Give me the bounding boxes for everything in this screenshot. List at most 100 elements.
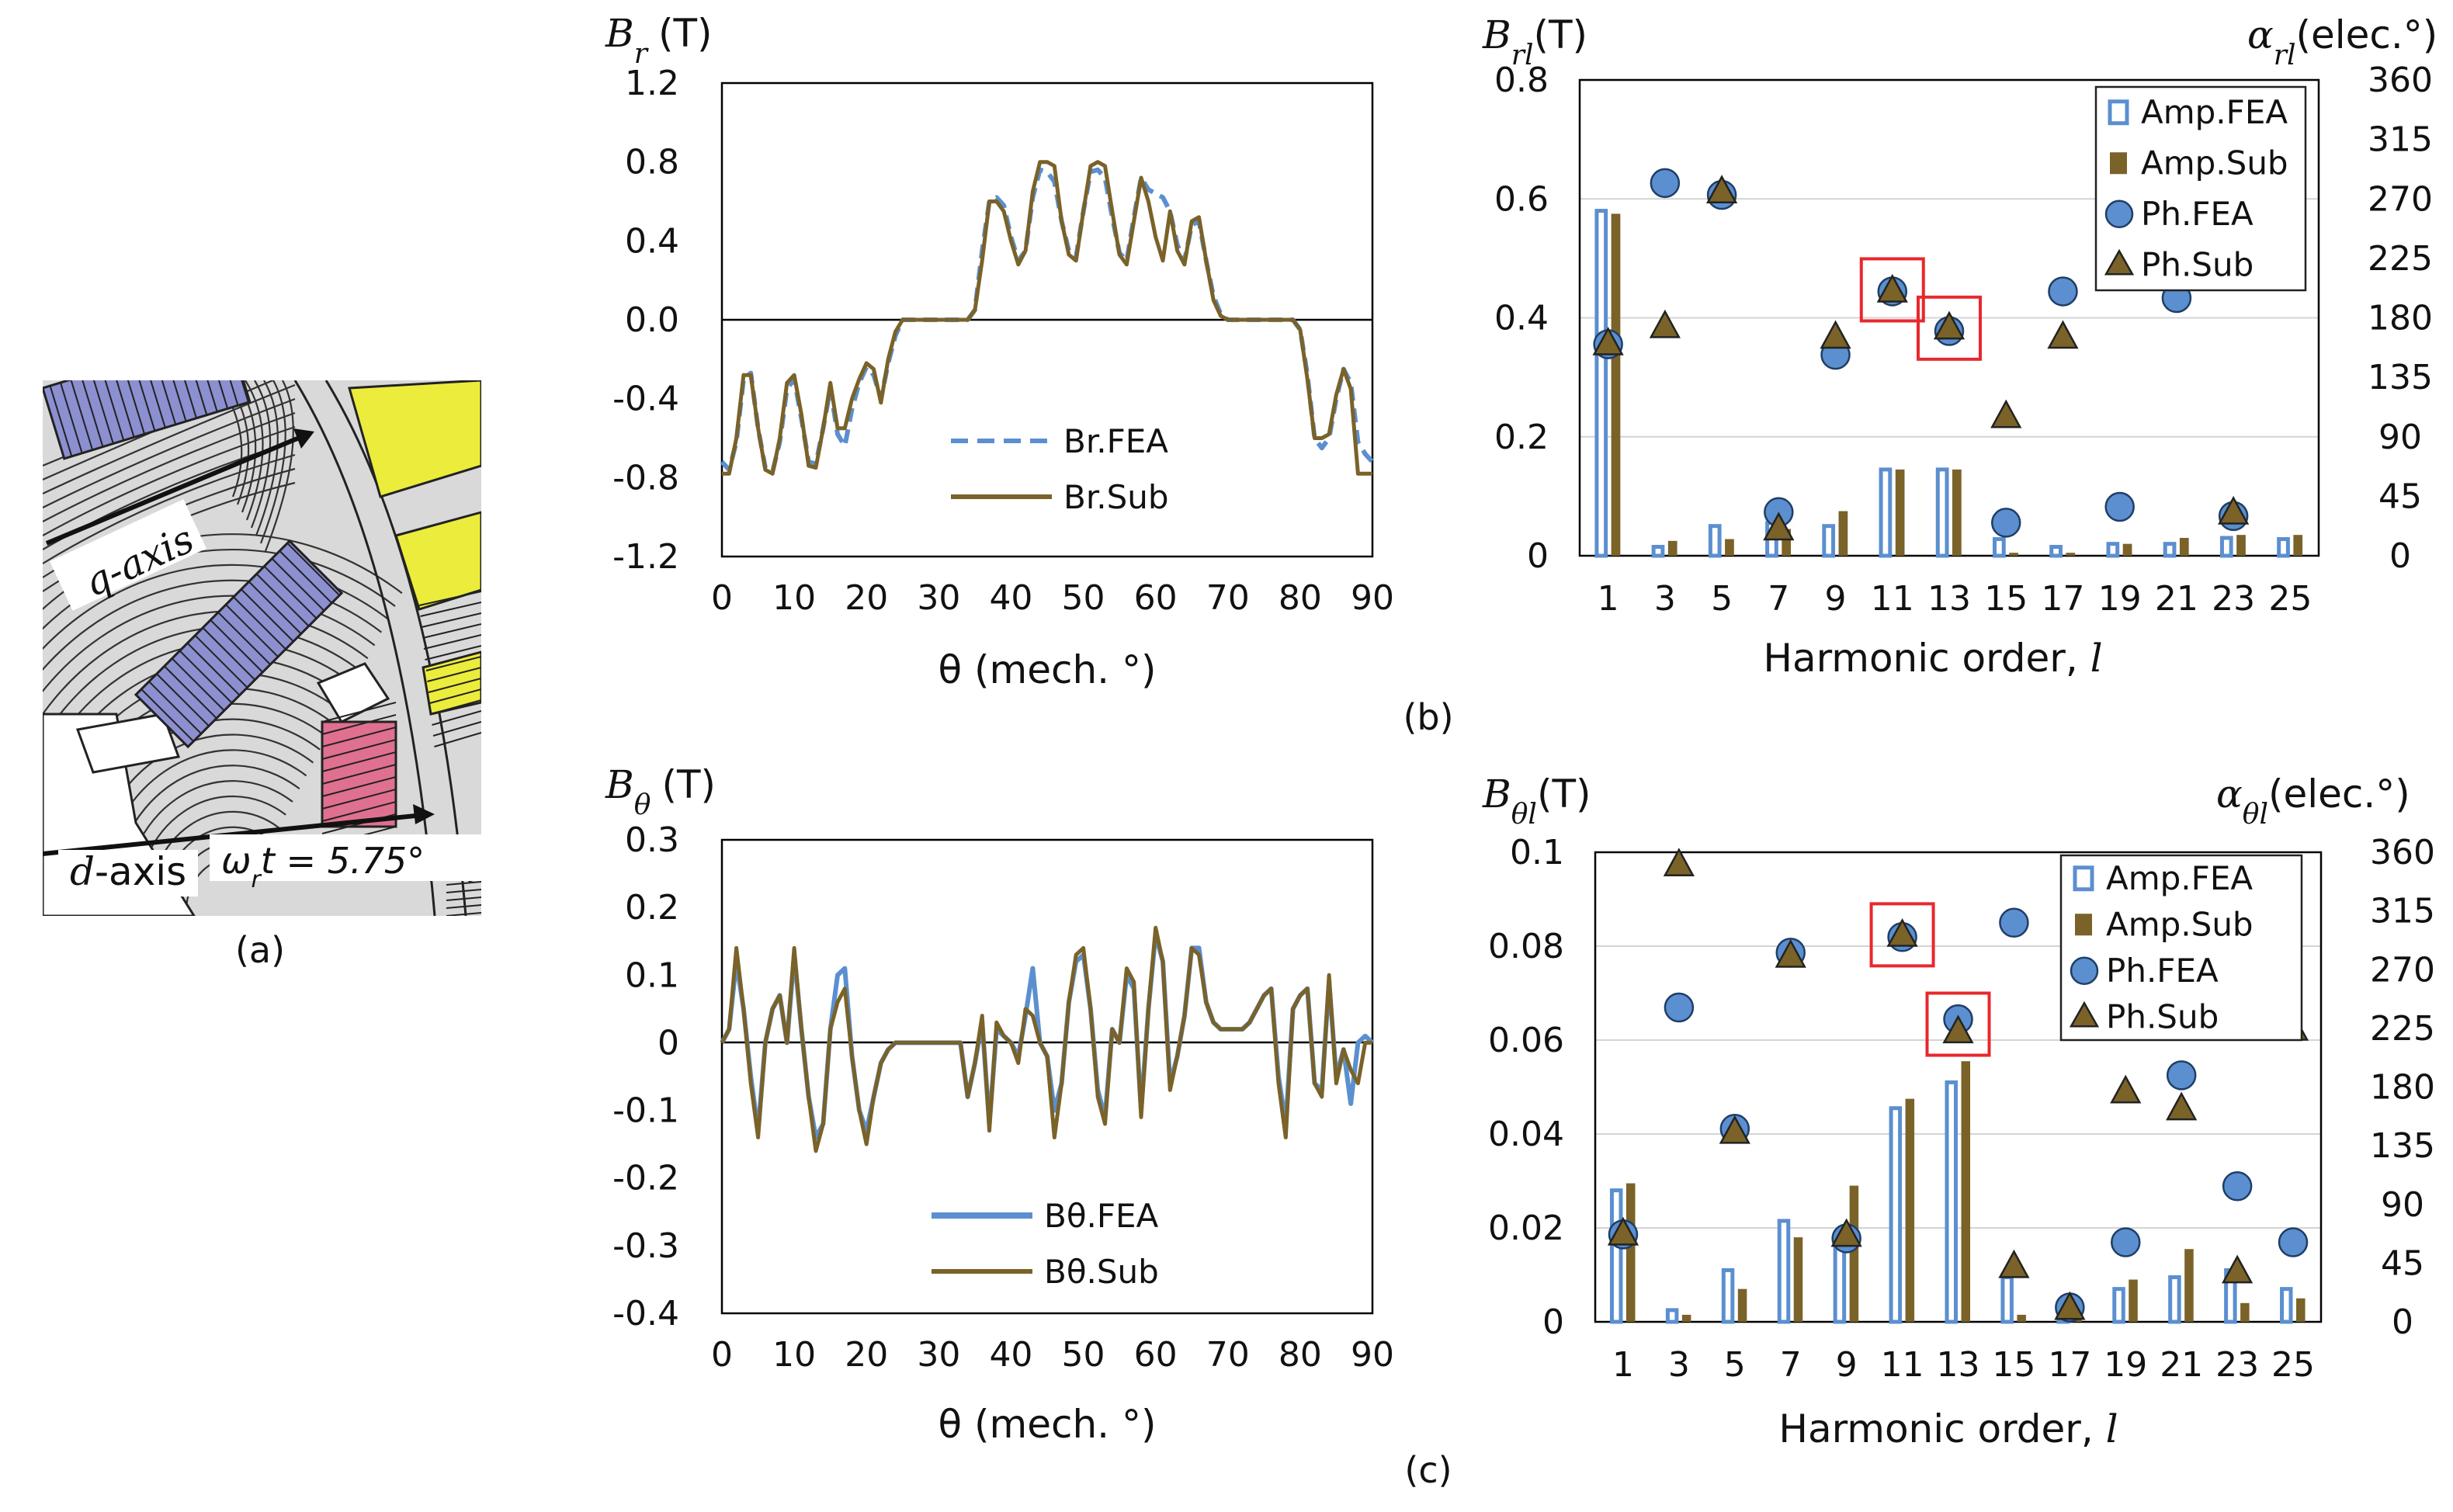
- bar-amp-sub: [1782, 529, 1792, 556]
- q-axis-arrowhead: [293, 428, 314, 449]
- br-harm-y2label: αrl(elec.°): [2247, 12, 2437, 71]
- ytick-label: 0.08: [1488, 927, 1564, 966]
- xtick-label: 7: [1768, 579, 1789, 619]
- marker-ph-sub: [1933, 310, 1966, 340]
- y2tick-label: 270: [2370, 950, 2435, 990]
- br-wave-xticks: 0 10 20 30 40 50 60 70 80 90: [711, 578, 1394, 618]
- marker-ph-sub: [1876, 273, 1908, 303]
- br-harm-plot-area: [1578, 78, 2320, 557]
- bar-amp-sub: [2236, 535, 2246, 556]
- xtick-label: 10: [772, 578, 816, 618]
- ytick-label: 1.2: [625, 64, 679, 103]
- bt-wave-legend: Bθ.FEA Bθ.Sub: [932, 1197, 1159, 1291]
- flux-barrier: [75, 713, 181, 774]
- bt-wave-ylabel: Bθ (T): [605, 762, 716, 821]
- xtick-label: 11: [1881, 1345, 1924, 1385]
- br-harm-xlabel: Harmonic order, l: [1763, 636, 2102, 681]
- legend-box: [2094, 85, 2307, 292]
- br-harm-ylabel: Brl(T): [1482, 12, 1587, 71]
- xtick-label: 25: [2268, 579, 2312, 619]
- xtick-label: 13: [1937, 1345, 1980, 1385]
- bar-amp-fea: [1721, 1268, 1735, 1324]
- bar-amp-sub: [2179, 538, 2189, 556]
- br-harm-bars: [1594, 209, 2303, 558]
- xtick-label: 30: [917, 1335, 960, 1375]
- btheta-waveform-chart: Bθ (T) 0.3 0.2 0.1 0 -0.1 -0.2 -0.3 -0.4 0 10 20 30…: [605, 762, 1394, 1447]
- bar-amp-fea: [1594, 209, 1608, 558]
- marker-ph-fea: [1990, 508, 2021, 538]
- bt-wave-series: [720, 925, 1375, 1153]
- legend-swatch-ph-fea: [2070, 956, 2099, 985]
- pole-piece: [321, 702, 397, 847]
- xtick-label: 17: [2041, 579, 2084, 619]
- magnet-center: [134, 539, 344, 749]
- marker-ph-sub: [1990, 399, 2022, 428]
- ytick-label: 0: [1527, 536, 1549, 576]
- bt-harm-yticks: 0.1 0.08 0.06 0.04 0.02 0: [1488, 833, 1564, 1342]
- bar-amp-fea: [2112, 1287, 2125, 1324]
- bar-amp-sub: [1611, 213, 1621, 556]
- legend-label: Ph.Sub: [2106, 997, 2219, 1035]
- marker-ph-sub: [2054, 1291, 2086, 1320]
- bt-harm-highlights: [1869, 902, 1991, 1057]
- marker-ph-fea: [2111, 1227, 2141, 1257]
- highlight-box: [1917, 295, 1982, 361]
- marker-ph-sub: [2047, 320, 2079, 349]
- marker-ph-sub: [1775, 938, 1806, 968]
- highlight-box: [1859, 257, 1925, 323]
- sub-line: [722, 160, 1372, 476]
- coil: [348, 380, 481, 498]
- marker-ph-fea: [2278, 1227, 2309, 1257]
- bar-amp-sub: [2296, 1298, 2306, 1322]
- br-harm-highlights: [1859, 257, 1982, 361]
- xtick-label: 60: [1134, 1335, 1178, 1375]
- q-axis-label-bg: [50, 499, 206, 611]
- bar-amp-fea: [1935, 467, 1949, 558]
- legend-label: Amp.FEA: [2141, 93, 2288, 131]
- bar-amp-sub: [1667, 540, 1678, 556]
- marker-ph-sub: [1886, 917, 1918, 947]
- ytick-label: 0.6: [1494, 179, 1549, 219]
- br-harmonics-chart: Brl(T) αrl(elec.°) 0.80.60.40.20 3603152…: [1482, 12, 2437, 681]
- marker-ph-fea: [2166, 1060, 2197, 1091]
- bt-wave-xlabel: θ (mech. °): [939, 1402, 1157, 1447]
- marker-ph-fea: [1664, 992, 1695, 1023]
- bar-amp-sub: [1838, 511, 1848, 556]
- bar-amp-fea: [2000, 1275, 2014, 1324]
- marker-ph-sub: [1705, 175, 1738, 203]
- legend-label-bt-fea: Bθ.FEA: [1044, 1197, 1159, 1235]
- xtick-label: 90: [1351, 578, 1394, 618]
- marker-ph-sub: [1942, 1014, 1974, 1044]
- xtick-label: 70: [1206, 578, 1250, 618]
- ytick-label: 0.1: [625, 955, 679, 995]
- stator-slot-lines: [418, 591, 481, 916]
- y2tick-label: 315: [2368, 120, 2433, 160]
- marker-ph-sub: [2110, 1074, 2142, 1104]
- ytick-label: 0: [657, 1023, 679, 1063]
- bar-amp-fea: [1665, 1308, 1679, 1324]
- y2tick-label: 180: [2368, 299, 2433, 338]
- marker-ph-sub: [2166, 1091, 2198, 1121]
- bar-amp-sub: [1849, 1185, 1859, 1322]
- br-wave-series: [720, 160, 1375, 476]
- ytick-label: -1.2: [612, 537, 679, 577]
- ytick-label: -0.8: [612, 458, 679, 498]
- xtick-label: 9: [1825, 579, 1847, 619]
- xtick-label: 21: [2160, 1345, 2203, 1385]
- coil: [394, 511, 481, 611]
- rotation-label-bg: [210, 834, 481, 881]
- legend-swatch-ph-sub: [2069, 1000, 2100, 1028]
- xtick-label: 23: [2212, 579, 2255, 619]
- xtick-label: 20: [845, 1335, 888, 1375]
- bar-amp-sub: [2184, 1249, 2194, 1322]
- marker-ph-sub: [2218, 495, 2250, 525]
- d-axis-label-bg: [58, 850, 198, 896]
- xtick-label: 3: [1668, 1345, 1690, 1385]
- xtick-label: 5: [1724, 1345, 1746, 1385]
- y2tick-label: 90: [2378, 418, 2422, 457]
- bar-amp-sub: [2066, 553, 2076, 556]
- bt-wave-yticks: 0.3 0.2 0.1 0 -0.1 -0.2 -0.3 -0.4: [612, 820, 679, 1333]
- bar-amp-sub: [2017, 1314, 2026, 1322]
- bt-wave-plot-area: [720, 838, 1374, 1315]
- ytick-label: 0.2: [625, 888, 679, 928]
